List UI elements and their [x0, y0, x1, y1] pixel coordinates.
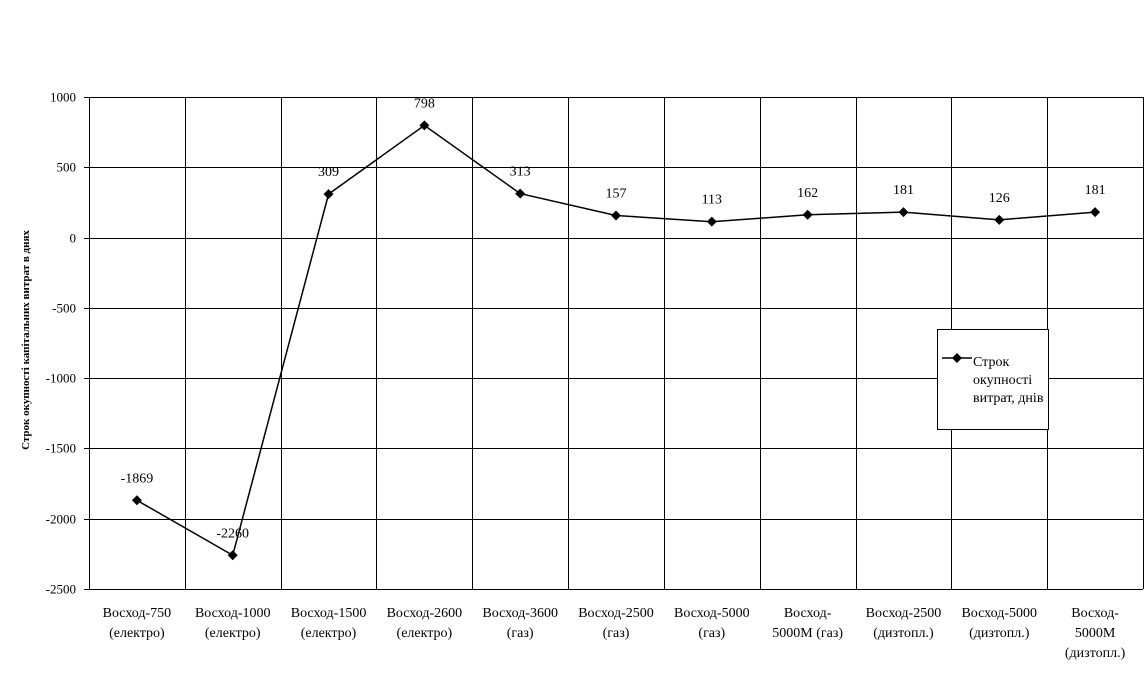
x-tick-label: Восход-5000М (газ)	[772, 606, 843, 641]
data-label: 181	[893, 183, 914, 198]
x-tick-label: Восход-3600 (газ)	[482, 606, 558, 641]
x-tick-label: Восход-2500 (газ)	[578, 606, 654, 641]
data-point-marker	[898, 207, 909, 218]
x-tick-label: Восход-5000 (дизтопл.)	[961, 606, 1037, 641]
data-label: 126	[989, 191, 1010, 206]
y-tick-label: -2500	[46, 582, 76, 597]
data-point-marker	[611, 210, 621, 221]
y-axis-title-container: Строк окупності капітальних витрат в дня…	[6, 90, 46, 590]
y-tick-label: -1000	[46, 371, 76, 386]
data-point-marker	[802, 209, 813, 220]
data-point-marker	[515, 188, 526, 199]
x-tick-label: Восход-750 (електро)	[103, 606, 172, 641]
data-label: 157	[606, 187, 627, 202]
x-tick-label: Восход-1000 (електро)	[195, 606, 271, 641]
data-point-marker	[706, 216, 717, 227]
data-label: -1869	[121, 471, 154, 486]
x-tick-label: Восход-2500 (дизтопл.)	[866, 606, 942, 641]
data-point-marker	[227, 550, 238, 561]
data-label: 162	[797, 186, 818, 201]
data-point-marker	[131, 495, 142, 506]
legend: Строк окупності витрат, днів	[937, 329, 1049, 430]
y-axis-title: Строк окупності капітальних витрат в дня…	[20, 230, 32, 450]
data-label: -2260	[216, 526, 249, 541]
legend-label: Строк окупності витрат, днів	[973, 355, 1044, 406]
y-tick-label: 1000	[50, 90, 76, 105]
data-label: 181	[1085, 183, 1106, 198]
legend-marker-icon	[942, 353, 972, 363]
y-tick-label: -500	[52, 301, 76, 316]
y-tick-label: 0	[70, 231, 77, 246]
data-point-marker	[419, 120, 430, 131]
x-tick-label: Восход-5000М (дизтопл.)	[1065, 606, 1126, 661]
y-tick-label: -2000	[46, 512, 76, 527]
data-point-marker	[323, 189, 334, 200]
y-tick-label: -1500	[46, 441, 76, 456]
data-label: 313	[510, 165, 531, 180]
x-tick-label: Восход-1500 (електро)	[291, 606, 367, 641]
data-label: 798	[414, 96, 435, 111]
x-tick-label: Восход-2600 (електро)	[387, 606, 463, 641]
data-point-marker	[1090, 207, 1101, 218]
data-label: 309	[318, 165, 339, 180]
data-point-marker	[994, 214, 1005, 225]
data-label: 113	[702, 193, 722, 208]
y-tick-label: 500	[57, 160, 77, 175]
x-tick-label: Восход-5000 (газ)	[674, 606, 750, 641]
